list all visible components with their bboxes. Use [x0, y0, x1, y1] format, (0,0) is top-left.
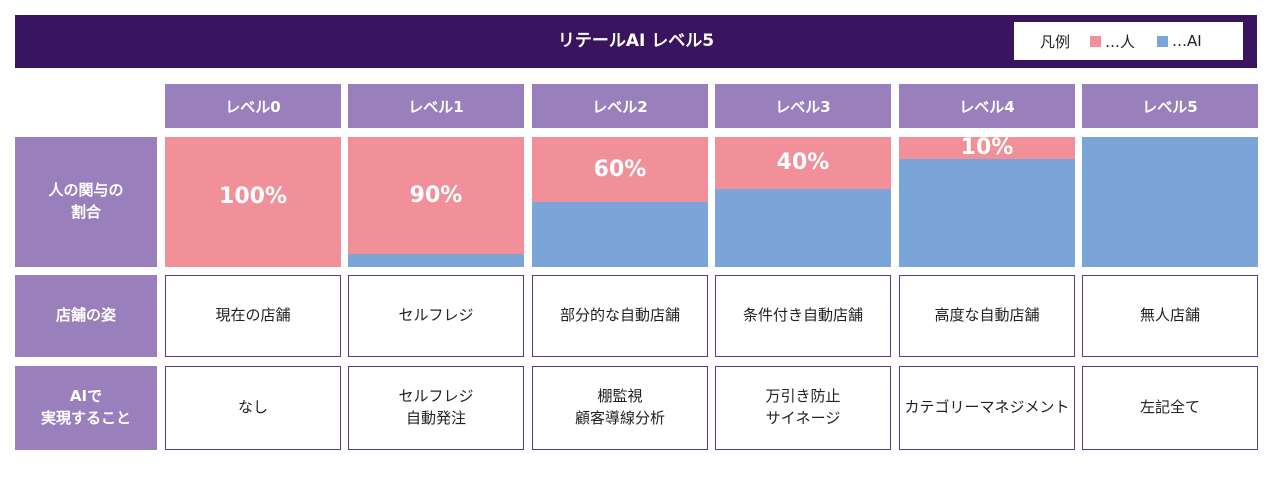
ai-feature-text: なし [237, 398, 268, 417]
ai-feature-cell: 万引き防止 サイネージ [715, 366, 891, 450]
human-share-label: 90% [409, 182, 463, 208]
store-form-cell: 条件付き自動店舗 [715, 275, 891, 357]
row-label-store: 店舗の姿 [15, 275, 157, 357]
human-share-fill [899, 137, 1075, 160]
store-form-text: 現在の店舗 [215, 306, 291, 325]
store-form-text: 部分的な自動店舗 [559, 306, 680, 325]
legend-item-human: …人 [1090, 31, 1135, 52]
share-bar: 60% [532, 137, 708, 267]
store-form-text: 高度な自動店舗 [934, 306, 1040, 325]
level-header: レベル4 [899, 84, 1075, 128]
row-label-ai-text: AIで 実現すること [40, 387, 131, 427]
human-share-fill [348, 137, 524, 254]
row-label-human-share: 人の関与の 割合 [15, 137, 157, 267]
legend-swatch-ai [1157, 35, 1169, 47]
ai-feature-text: カテゴリーマネジメント [904, 398, 1070, 417]
human-share-label: 60% [593, 156, 647, 182]
ai-feature-text: 万引き防止 サイネージ [765, 387, 841, 427]
store-form-cell: 現在の店舗 [165, 275, 341, 357]
page-title: リテールAI レベル5 [557, 31, 715, 51]
store-form-cell: セルフレジ [348, 275, 524, 357]
ai-feature-cell: なし [165, 366, 341, 450]
level-header: レベル1 [348, 84, 524, 128]
ai-feature-text: セルフレジ 自動発注 [398, 387, 474, 427]
store-form-cell: 部分的な自動店舗 [532, 275, 708, 357]
ai-feature-cell: 棚監視 顧客導線分析 [532, 366, 708, 450]
store-form-text: 条件付き自動店舗 [742, 306, 863, 325]
share-bar: 90% [348, 137, 524, 267]
legend-item-ai: …AI [1157, 32, 1202, 50]
share-bar: 10% [899, 137, 1075, 267]
row-label-human-share-text: 人の関与の 割合 [48, 181, 124, 221]
human-share-label: 10% [960, 137, 1014, 161]
legend-swatch-human [1090, 35, 1102, 47]
ai-feature-text: 棚監視 顧客導線分析 [574, 387, 665, 427]
share-bar [1082, 137, 1258, 267]
share-bar: 100% [165, 137, 341, 267]
store-form-cell: 無人店舗 [1082, 275, 1258, 357]
row-label-ai: AIで 実現すること [15, 366, 157, 450]
legend: 凡例 …人 …AI [1014, 22, 1243, 60]
store-form-text: 無人店舗 [1139, 306, 1200, 325]
level-header: レベル0 [165, 84, 341, 128]
ai-feature-text: 左記全て [1139, 398, 1200, 417]
level-header: レベル2 [532, 84, 708, 128]
store-form-text: セルフレジ [398, 306, 474, 325]
ai-feature-cell: 左記全て [1082, 366, 1258, 450]
row-label-store-text: 店舗の姿 [55, 306, 116, 325]
share-bar: 40% [715, 137, 891, 267]
human-share-label: 40% [776, 150, 830, 175]
legend-label-ai: …AI [1172, 32, 1202, 50]
ai-feature-cell: セルフレジ 自動発注 [348, 366, 524, 450]
legend-title: 凡例 [1040, 32, 1071, 51]
human-share-fill [532, 137, 708, 202]
human-share-fill [165, 137, 341, 267]
ai-feature-cell: カテゴリーマネジメント [899, 366, 1075, 450]
legend-label-human: …人 [1105, 32, 1136, 51]
human-share-label: 100% [219, 184, 287, 209]
store-form-cell: 高度な自動店舗 [899, 275, 1075, 357]
human-share-fill [715, 137, 891, 189]
level-header: レベル3 [715, 84, 891, 128]
level-header: レベル5 [1082, 84, 1258, 128]
